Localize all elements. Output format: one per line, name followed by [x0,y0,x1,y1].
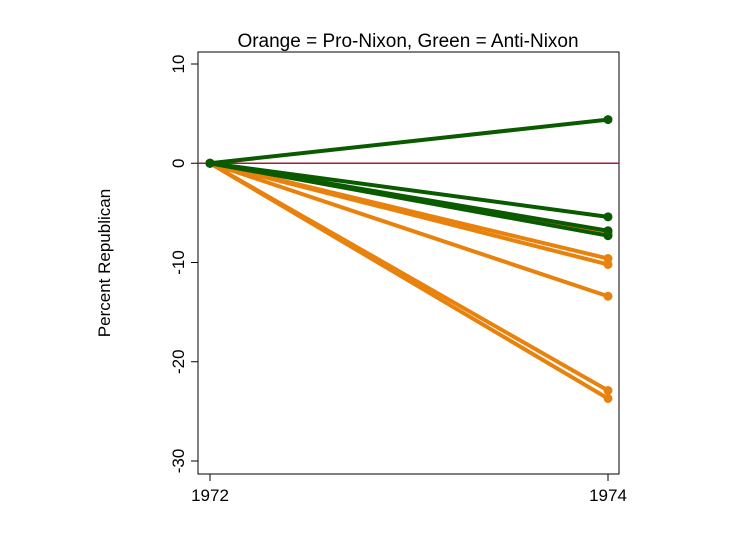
y-tick-label: -10 [169,250,188,275]
y-tick-label: -20 [169,349,188,374]
series-line [208,161,610,238]
series-line [208,117,610,166]
plot-area [197,51,620,475]
y-axis: 10 0 -10 -20 -30 [169,55,198,474]
data-point [603,291,613,301]
x-tick-label: 1972 [191,486,229,505]
data-point [603,231,613,241]
series-layer [205,115,613,403]
y-axis-label: Percent Republican [95,189,114,337]
chart-title: Orange = Pro-Nixon, Green = Anti-Nixon [237,31,578,52]
data-point [603,393,613,403]
series-anti-nixon [205,115,613,168]
data-point [603,259,613,269]
series-line [208,161,610,401]
x-tick-label: 1974 [589,486,627,505]
data-point [205,158,215,168]
series-line [208,161,610,267]
data-point [603,212,613,222]
data-point [603,115,613,125]
data-point [603,386,613,396]
series-anti-nixon [205,158,613,241]
series-line [208,161,610,299]
y-tick-label: -30 [169,449,188,474]
series-line [208,161,610,219]
y-tick-label: 0 [169,159,188,168]
y-tick-label: 10 [169,55,188,74]
x-axis: 1972 1974 [191,474,627,505]
